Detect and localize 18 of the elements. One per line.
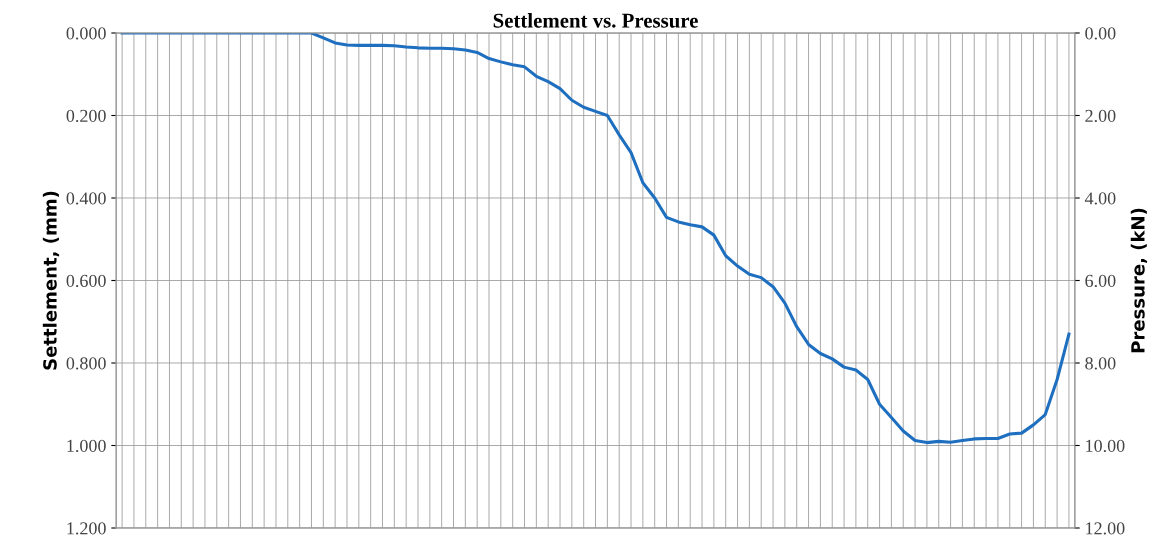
y-tick-label: 0.200 [66, 109, 106, 123]
y2-tick-label: 4.00 [1084, 192, 1116, 205]
line-series [120, 33, 1071, 445]
y-tick-label: 0.000 [66, 27, 106, 40]
y2-tick-label: 12.00 [1086, 522, 1125, 535]
y2-axis-title: Pressure, (kN) [1130, 208, 1148, 353]
y2-tick-label: 2.00 [1085, 109, 1116, 123]
y-tick-label: 0.600 [66, 274, 106, 288]
y-tick-label: 1.200 [67, 522, 106, 535]
y2-tick-label: 8.00 [1085, 357, 1116, 370]
y2-tick-label: 0.00 [1085, 27, 1116, 40]
y-tick-label: 0.800 [66, 357, 106, 370]
y2-tick-label: 10.00 [1086, 439, 1125, 453]
y-tick-label: 0.400 [66, 192, 106, 205]
y-axis-title: Settlement, (mm) [42, 191, 60, 370]
chart-title: Settlement vs. Pressure [493, 12, 698, 28]
y2-tick-label: 6.00 [1085, 274, 1116, 288]
y-tick-label: 1.000 [67, 439, 106, 453]
